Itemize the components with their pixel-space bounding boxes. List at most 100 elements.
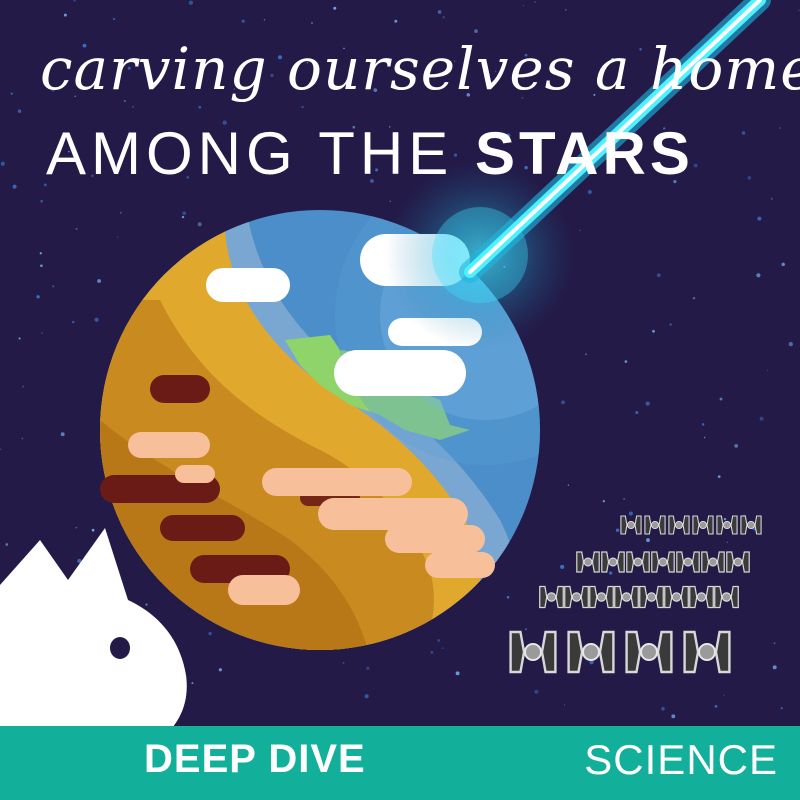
star-dot xyxy=(521,96,524,99)
headline-caps: AMONG THE STARS xyxy=(46,124,786,184)
star-dot xyxy=(82,43,87,48)
star-fighter-icon xyxy=(576,551,600,573)
star-dot xyxy=(723,694,725,696)
star-dot xyxy=(612,165,616,168)
star-dot xyxy=(74,95,76,97)
star-dot xyxy=(534,1,537,4)
star-fighter-icon xyxy=(726,551,750,573)
star-dot xyxy=(119,211,122,214)
star-dot xyxy=(441,647,444,649)
star-dot xyxy=(726,541,729,544)
star-fighter-icon xyxy=(701,551,725,573)
star-dot xyxy=(587,189,592,195)
star-dot xyxy=(564,8,567,11)
star-dot xyxy=(186,176,189,179)
star-dot xyxy=(311,22,313,24)
star-dot xyxy=(182,211,187,216)
footer-deep-dive-label: DEEP DIVE xyxy=(144,737,366,781)
star-fighter-icon xyxy=(539,585,564,609)
headline-stars-word: STARS xyxy=(474,120,694,187)
star-dot xyxy=(453,60,456,63)
star-dot xyxy=(5,543,9,546)
star-dot xyxy=(91,528,95,532)
star-fighter-icon xyxy=(626,551,650,573)
star-dot xyxy=(766,369,769,372)
star-dot xyxy=(44,183,47,187)
star-dot xyxy=(51,88,55,92)
star-dot xyxy=(635,410,639,415)
star-dot xyxy=(94,317,99,322)
cat-eye xyxy=(110,637,130,659)
star-dot xyxy=(40,199,43,203)
star-dot xyxy=(127,66,131,70)
star-dot xyxy=(589,660,594,665)
star-dot xyxy=(352,125,356,129)
star-fighter-icon xyxy=(644,515,666,535)
star-fighter-icon xyxy=(509,630,557,674)
star-dot xyxy=(40,264,43,268)
star-dot xyxy=(241,19,245,23)
star-fighter-icon xyxy=(567,630,615,674)
star-dot xyxy=(645,401,650,406)
star-dot xyxy=(116,236,119,238)
star-dot xyxy=(218,668,223,672)
star-dot xyxy=(342,662,345,664)
star-dot xyxy=(430,650,434,654)
star-dot xyxy=(73,0,76,2)
star-dot xyxy=(663,127,666,130)
star-dot xyxy=(222,120,227,125)
star-dot xyxy=(770,197,773,200)
star-dot xyxy=(610,58,615,63)
cat-silhouette-icon xyxy=(0,528,187,740)
star-dot xyxy=(560,564,565,569)
footer-science-label: SCIENCE xyxy=(584,736,778,783)
star-dot xyxy=(756,273,761,278)
star-dot xyxy=(759,416,764,421)
star-dot xyxy=(673,180,677,184)
star-dot xyxy=(198,105,202,109)
star-dot xyxy=(615,528,620,532)
star-dot xyxy=(608,571,613,575)
star-dot xyxy=(52,285,55,288)
star-dot xyxy=(522,4,525,7)
star-dot xyxy=(778,127,781,129)
star-dot xyxy=(364,694,369,699)
star-dot xyxy=(734,68,737,71)
star-dot xyxy=(563,704,566,706)
star-dot xyxy=(197,222,202,227)
star-dot xyxy=(593,93,596,96)
star-dot xyxy=(0,448,2,451)
star-fighter-icon xyxy=(692,515,714,535)
star-dot xyxy=(741,131,746,135)
star-dot xyxy=(333,6,337,10)
star-fighter-icon xyxy=(683,630,731,674)
star-dot xyxy=(389,200,391,202)
star-fighter-icon xyxy=(668,515,690,535)
star-dot xyxy=(602,500,605,503)
star-dot xyxy=(277,55,283,60)
star-dot xyxy=(113,18,115,20)
star-dot xyxy=(579,229,581,232)
star-dot xyxy=(671,714,676,719)
star-dot xyxy=(437,10,442,14)
star-dot xyxy=(757,216,762,221)
star-dot xyxy=(91,174,94,178)
star-dot xyxy=(263,19,266,21)
star-dot xyxy=(524,53,528,57)
star-dot xyxy=(18,337,21,340)
star-dot xyxy=(181,215,185,219)
star-dot xyxy=(133,142,137,146)
star-fighter-icon xyxy=(740,515,762,535)
star-dot xyxy=(628,511,633,516)
star-dot xyxy=(437,639,441,642)
star-dot xyxy=(781,262,785,267)
star-dot xyxy=(584,353,587,356)
star-fighter-icon xyxy=(614,585,639,609)
star-dot xyxy=(0,161,5,166)
star-dot xyxy=(788,341,793,347)
star-dot xyxy=(749,62,753,67)
headline-caps-prefix: AMONG THE xyxy=(46,120,454,187)
star-fighter-icon xyxy=(676,551,700,573)
star-dot xyxy=(624,360,628,363)
